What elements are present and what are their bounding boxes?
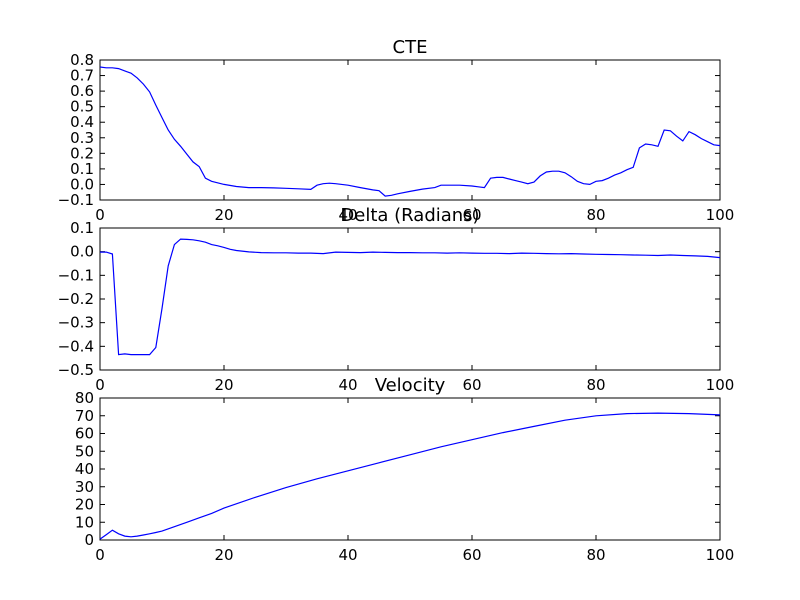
x-tick-label: 60 [462, 546, 481, 564]
y-tick-label: −0.3 [58, 314, 94, 332]
y-tick-label: 0 [84, 531, 94, 549]
y-tick-label: 0.3 [70, 129, 94, 147]
y-tick-label: 0.8 [70, 51, 94, 69]
y-tick-label: 40 [75, 460, 94, 478]
y-tick-label: 0.1 [70, 160, 94, 178]
x-tick-label: 40 [338, 206, 357, 224]
x-tick-label: 40 [338, 546, 357, 564]
y-tick-label: 0.0 [70, 175, 94, 193]
y-tick-label: −0.4 [58, 337, 94, 355]
y-tick-label: 0.5 [70, 98, 94, 116]
chart-title: Delta (Radians) [340, 205, 479, 226]
chart-title: CTE [393, 37, 428, 58]
x-tick-label: 80 [586, 206, 605, 224]
x-tick-label: 100 [706, 206, 735, 224]
y-tick-label: −0.2 [58, 290, 94, 308]
y-tick-label: 20 [75, 496, 94, 514]
series-line [99, 66, 721, 197]
y-tick-label: 0.6 [70, 82, 94, 100]
y-tick-label: 80 [75, 389, 94, 407]
x-tick-label: 0 [95, 546, 105, 564]
x-tick-label: 60 [462, 206, 481, 224]
subplot-1: 0 20 40 60 80 100 −0.10.00.10.20.30.40.50.60.7… [58, 37, 735, 224]
x-tick-label: 80 [586, 546, 605, 564]
y-tick-label: −0.1 [58, 266, 94, 284]
x-tick-label: 0 [95, 206, 105, 224]
y-tick-label: 60 [75, 425, 94, 443]
x-tick-label: 80 [586, 376, 605, 394]
y-tick-label: 0.0 [70, 243, 94, 261]
x-tick-label: 20 [214, 546, 233, 564]
x-tick-label: 20 [214, 206, 233, 224]
y-tick-label: 0.7 [70, 67, 94, 85]
y-tick-label: 10 [75, 513, 94, 531]
y-tick-label: 0.4 [70, 113, 94, 131]
subplot-2: 0 20 40 60 80 100 −0.5 −0.4 −0.3 −0.2 −0.1 0.0 0.1 De… [58, 205, 735, 394]
y-tick-label: 30 [75, 478, 94, 496]
series-line [100, 238, 721, 356]
x-tick-label: 100 [706, 376, 735, 394]
x-tick-label: 40 [338, 376, 357, 394]
y-tick-label: −0.1 [58, 191, 94, 209]
chart-title: Velocity [375, 375, 446, 396]
axes-frame [99, 59, 721, 201]
y-tick-label: 0.1 [70, 219, 94, 237]
y-tick-label: 50 [75, 442, 94, 460]
y-tick-label: −0.5 [58, 361, 94, 379]
series-line [99, 412, 721, 540]
x-tick-label: 100 [706, 546, 735, 564]
y-tick-label: 70 [75, 407, 94, 425]
y-tick-label: 0.2 [70, 144, 94, 162]
x-tick-label: 0 [95, 376, 105, 394]
subplots: 0 20 40 60 80 100−0.10.00.10.20.30.40.50.60.7… [58, 37, 735, 564]
x-tick-label: 20 [214, 376, 233, 394]
x-tick-label: 60 [462, 376, 481, 394]
